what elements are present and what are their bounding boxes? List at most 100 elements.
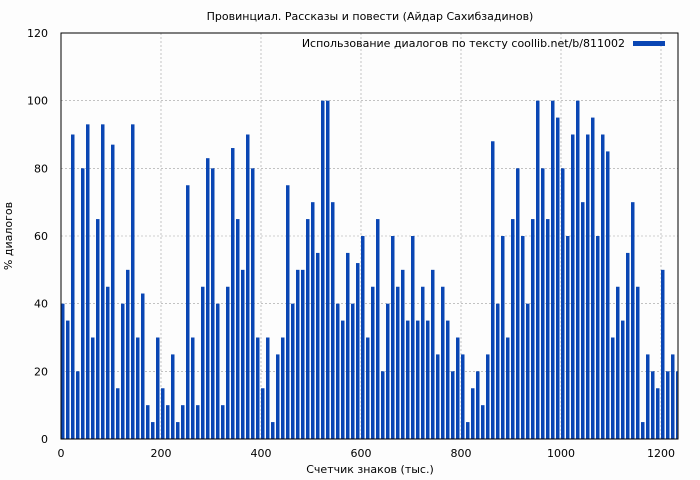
bar bbox=[661, 269, 665, 439]
bar bbox=[531, 219, 535, 439]
bar bbox=[241, 269, 245, 439]
y-tick-label: 80 bbox=[34, 162, 48, 175]
bar bbox=[436, 354, 440, 439]
bar bbox=[231, 148, 235, 440]
bar bbox=[516, 168, 520, 440]
bar bbox=[546, 219, 550, 439]
bar bbox=[171, 354, 175, 439]
bar bbox=[176, 422, 180, 439]
bar bbox=[566, 236, 570, 439]
bar bbox=[331, 202, 335, 439]
bar bbox=[106, 286, 110, 439]
bar bbox=[541, 168, 545, 440]
bar bbox=[181, 405, 185, 439]
bar bbox=[571, 134, 575, 439]
bar bbox=[296, 269, 300, 439]
bar bbox=[551, 100, 555, 440]
bar bbox=[521, 236, 525, 439]
x-tick-label: 1200 bbox=[647, 447, 675, 460]
bar bbox=[626, 252, 630, 439]
bar bbox=[186, 185, 190, 439]
x-axis-label: Счетчик знаков (тыс.) bbox=[306, 463, 434, 476]
bar bbox=[146, 405, 150, 439]
bar bbox=[456, 337, 460, 439]
bar bbox=[536, 100, 540, 440]
bar bbox=[411, 236, 415, 439]
bar bbox=[496, 303, 500, 439]
bar bbox=[271, 422, 275, 439]
bar bbox=[286, 185, 290, 439]
bar bbox=[471, 388, 475, 439]
bar bbox=[321, 100, 325, 440]
bar bbox=[346, 252, 350, 439]
x-tick-label: 200 bbox=[151, 447, 172, 460]
bar bbox=[461, 354, 465, 439]
bar bbox=[276, 354, 280, 439]
bar bbox=[246, 134, 250, 439]
bar bbox=[356, 263, 360, 439]
bar bbox=[616, 286, 620, 439]
bar bbox=[351, 303, 355, 439]
bar bbox=[91, 337, 95, 439]
x-tick-label: 1000 bbox=[547, 447, 575, 460]
bar bbox=[111, 144, 115, 439]
bar bbox=[376, 219, 380, 439]
bar bbox=[156, 337, 160, 439]
bar bbox=[151, 422, 155, 439]
bars bbox=[61, 100, 678, 440]
bar bbox=[196, 405, 200, 439]
bar bbox=[631, 202, 635, 439]
bar bbox=[121, 303, 125, 439]
bar bbox=[191, 337, 195, 439]
bar bbox=[596, 236, 600, 439]
legend: Использование диалогов по тексту coollib… bbox=[302, 37, 665, 50]
bar bbox=[266, 337, 270, 439]
bar bbox=[476, 371, 480, 439]
bar bbox=[656, 388, 660, 439]
bar bbox=[261, 388, 265, 439]
plot-frame bbox=[60, 32, 679, 440]
bar bbox=[256, 337, 260, 439]
bar bbox=[336, 303, 340, 439]
bar bbox=[281, 337, 285, 439]
bar bbox=[636, 286, 640, 439]
bar bbox=[131, 124, 135, 439]
y-tick-label: 0 bbox=[41, 433, 48, 446]
bar bbox=[651, 371, 655, 439]
y-tick-label: 120 bbox=[27, 27, 48, 40]
bar bbox=[161, 388, 165, 439]
bar bbox=[116, 388, 120, 439]
bar bbox=[426, 320, 430, 439]
x-tick-label: 400 bbox=[251, 447, 272, 460]
bar bbox=[396, 286, 400, 439]
bar bbox=[676, 371, 678, 439]
bar bbox=[316, 252, 320, 439]
bar bbox=[66, 320, 70, 439]
bar bbox=[361, 236, 365, 439]
bar bbox=[251, 168, 255, 440]
bar bbox=[221, 405, 225, 439]
bar bbox=[646, 354, 650, 439]
bar bbox=[141, 293, 145, 439]
bar bbox=[451, 371, 455, 439]
bar bbox=[576, 100, 580, 440]
bar bbox=[86, 124, 90, 439]
y-tick-label: 100 bbox=[27, 95, 48, 108]
bar bbox=[76, 371, 80, 439]
bar bbox=[486, 354, 490, 439]
bar bbox=[386, 303, 390, 439]
bar bbox=[201, 286, 205, 439]
legend-swatch bbox=[633, 41, 665, 46]
bar bbox=[341, 320, 345, 439]
bar bbox=[101, 124, 105, 439]
legend-label: Использование диалогов по тексту coollib… bbox=[302, 37, 625, 50]
bar bbox=[291, 303, 295, 439]
bar bbox=[136, 337, 140, 439]
bar bbox=[381, 371, 385, 439]
bar bbox=[671, 354, 675, 439]
tick-labels: 0 200 400 600 800 1000 1200 0 20 40 60 80 100 120 bbox=[27, 27, 675, 460]
bar bbox=[211, 168, 215, 440]
bar bbox=[591, 117, 595, 439]
bar bbox=[216, 303, 220, 439]
